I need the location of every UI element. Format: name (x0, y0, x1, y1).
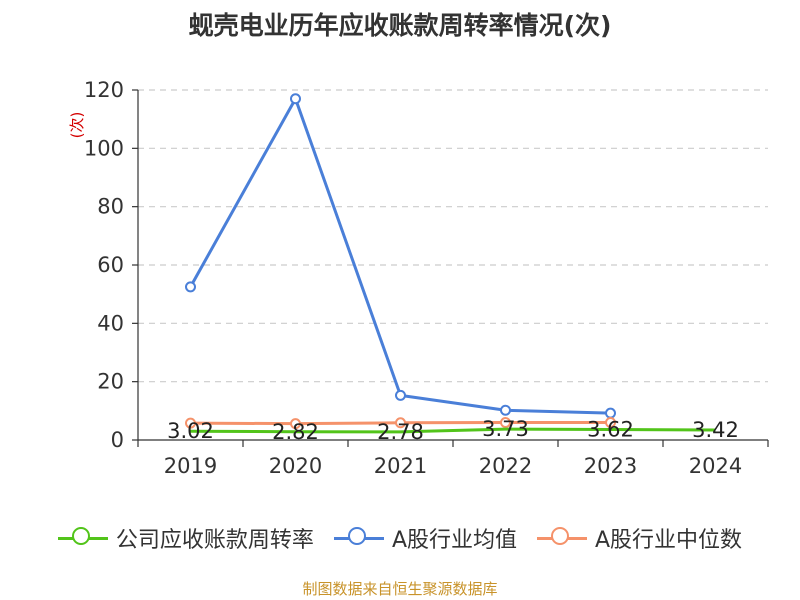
data-point-industry-mean[interactable] (290, 93, 301, 105)
y-tick-label: 20 (97, 370, 124, 394)
data-label: 3.02 (167, 419, 214, 443)
y-tick-label: 80 (97, 195, 124, 219)
legend: 公司应收账款周转率 A股行业均值 A股行业中位数 (0, 520, 800, 556)
y-tick-label: 100 (84, 136, 124, 160)
data-point-industry-mean[interactable] (185, 281, 196, 293)
legend-label-industry-median: A股行业中位数 (595, 528, 743, 553)
x-tick-label: 2019 (164, 454, 217, 478)
data-label: 2.78 (377, 420, 424, 444)
x-tick-label: 2024 (689, 454, 742, 478)
data-point-industry-mean[interactable] (395, 389, 406, 401)
data-label: 2.82 (272, 420, 319, 444)
x-tick-label: 2023 (584, 454, 637, 478)
data-label: 3.42 (692, 418, 739, 442)
legend-symbol-industry-mean (333, 526, 384, 550)
x-tick-label: 2021 (374, 454, 427, 478)
grid-layer (138, 89, 768, 383)
y-tick-label: 0 (111, 428, 124, 452)
y-tick-label: 40 (97, 311, 124, 335)
series-line-company (190, 427, 716, 434)
data-point-industry-mean[interactable] (500, 404, 511, 416)
series-layer (185, 93, 716, 434)
data-point-industry-median[interactable] (500, 417, 511, 428)
data-point-industry-mean[interactable] (605, 407, 616, 419)
legend-symbol-industry-median (537, 526, 587, 550)
data-source-note: 制图数据来自恒生聚源数据库 (302, 580, 498, 598)
y-axis-label: (次) (68, 112, 86, 139)
series-line-industry-mean (189, 97, 611, 415)
data-point-industry-median[interactable] (290, 418, 301, 430)
axis-layer: 0 20 40 60 80 100 120 (次) 2019 2020 2021 2022 2023 20… (68, 78, 769, 478)
legend-item-industry-mean[interactable]: A股行业均值 (333, 522, 517, 554)
y-tick-label: 120 (84, 78, 124, 102)
data-point-industry-median[interactable] (185, 417, 196, 429)
legend-label-industry-mean: A股行业均值 (391, 528, 517, 553)
legend-item-industry-median[interactable]: A股行业中位数 (537, 522, 742, 554)
x-tick-label: 2020 (269, 454, 322, 478)
legend-symbol-company (57, 526, 108, 550)
legend-item-company[interactable]: 公司应收账款周转率 (57, 522, 314, 554)
data-point-industry-median[interactable] (395, 417, 406, 429)
data-point-industry-median[interactable] (605, 417, 616, 428)
data-label: 3.73 (482, 417, 529, 441)
chart-title: 蚬壳电业历年应收账款周转率情况(次) (188, 11, 612, 40)
label-layer: 3.02 2.82 2.78 3.73 3.62 3.42 (167, 417, 739, 444)
x-tick-label: 2022 (479, 454, 532, 478)
y-tick-label: 60 (97, 253, 124, 277)
legend-label-company: 公司应收账款周转率 (115, 528, 314, 553)
data-label: 3.62 (587, 417, 634, 441)
